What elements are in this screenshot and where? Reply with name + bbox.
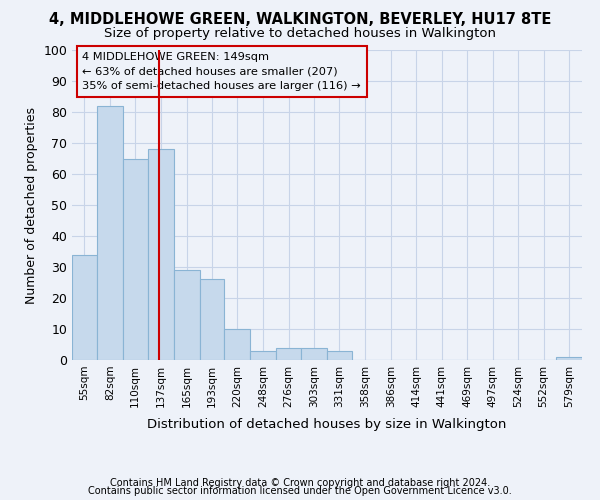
Text: Size of property relative to detached houses in Walkington: Size of property relative to detached ho… — [104, 28, 496, 40]
Text: 4, MIDDLEHOWE GREEN, WALKINGTON, BEVERLEY, HU17 8TE: 4, MIDDLEHOWE GREEN, WALKINGTON, BEVERLE… — [49, 12, 551, 28]
Bar — [301, 348, 327, 360]
Bar — [72, 254, 97, 360]
X-axis label: Distribution of detached houses by size in Walkington: Distribution of detached houses by size … — [148, 418, 506, 431]
Bar — [148, 149, 173, 360]
Bar — [327, 350, 352, 360]
Y-axis label: Number of detached properties: Number of detached properties — [25, 106, 38, 304]
Bar — [173, 270, 199, 360]
Bar — [556, 357, 582, 360]
Bar — [276, 348, 301, 360]
Bar — [224, 329, 250, 360]
Text: 4 MIDDLEHOWE GREEN: 149sqm
← 63% of detached houses are smaller (207)
35% of sem: 4 MIDDLEHOWE GREEN: 149sqm ← 63% of deta… — [82, 52, 361, 91]
Text: Contains HM Land Registry data © Crown copyright and database right 2024.: Contains HM Land Registry data © Crown c… — [110, 478, 490, 488]
Bar — [199, 280, 224, 360]
Bar — [123, 158, 148, 360]
Bar — [250, 350, 276, 360]
Bar — [97, 106, 123, 360]
Text: Contains public sector information licensed under the Open Government Licence v3: Contains public sector information licen… — [88, 486, 512, 496]
